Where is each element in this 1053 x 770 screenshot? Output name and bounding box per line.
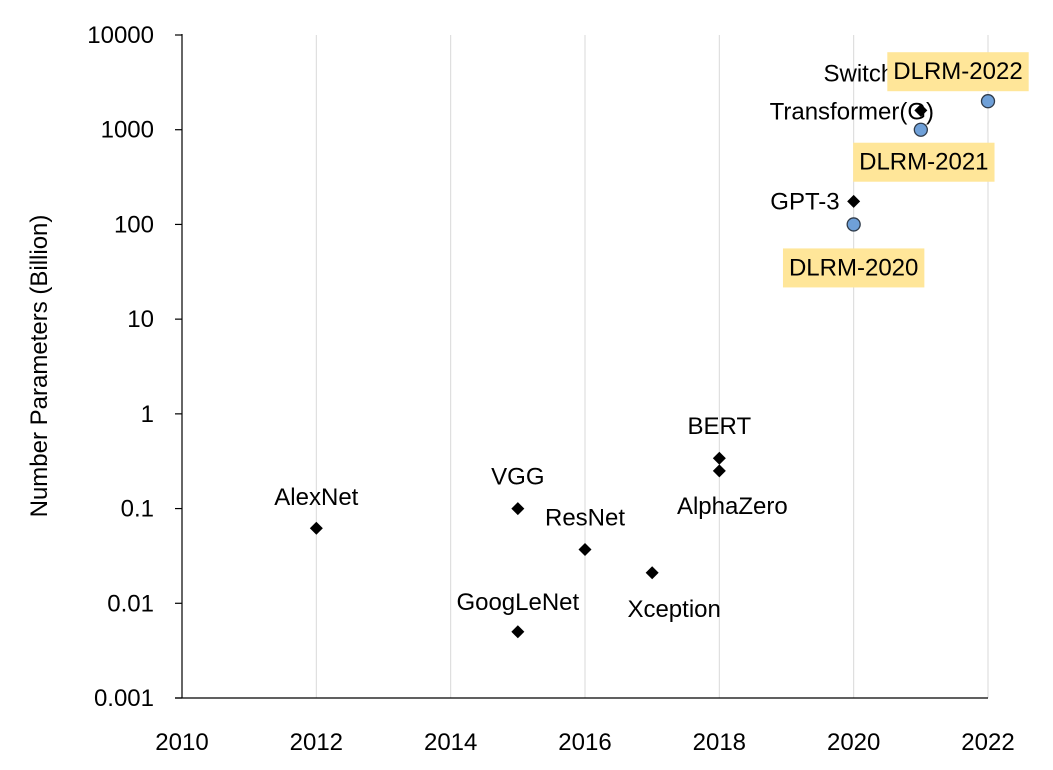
data-label: GPT-3 bbox=[770, 188, 839, 215]
y-axis-title: Number Parameters (Billion) bbox=[26, 215, 53, 518]
x-tick-label: 2016 bbox=[558, 729, 611, 756]
data-label: Transformer(G) bbox=[770, 98, 934, 125]
data-label: ResNet bbox=[545, 504, 625, 531]
x-tick-label: 2022 bbox=[961, 729, 1014, 756]
y-tick-label: 0.1 bbox=[121, 496, 154, 523]
data-point-circle bbox=[846, 217, 861, 232]
y-tick-label: 0.001 bbox=[94, 685, 154, 712]
data-label-highlight bbox=[853, 142, 995, 182]
data-point-circle bbox=[913, 122, 928, 137]
data-points bbox=[309, 94, 996, 639]
y-tick-label: 10 bbox=[127, 306, 154, 333]
data-point-diamond bbox=[511, 625, 525, 639]
data-point-diamond bbox=[309, 521, 323, 535]
data-label: AlexNet bbox=[274, 484, 358, 511]
data-labels: AlexNet VGG GoogLeNet ResNet Xception BERT Alp… bbox=[274, 52, 1029, 623]
x-tick-label: 2020 bbox=[827, 729, 880, 756]
data-label: DLRM-2022 bbox=[893, 58, 1022, 85]
y-tick-label: 1000 bbox=[101, 117, 154, 144]
data-label: Xception bbox=[627, 596, 720, 623]
data-label: AlphaZero bbox=[677, 493, 788, 520]
data-label: GoogLeNet bbox=[456, 589, 579, 616]
y-tick-label: 100 bbox=[114, 211, 154, 238]
data-point-diamond bbox=[712, 451, 726, 465]
data-label: VGG bbox=[491, 464, 544, 491]
y-tick-label: 0.01 bbox=[107, 590, 154, 617]
data-point-diamond bbox=[847, 194, 861, 208]
x-tick-labels: 2010 2012 2014 2016 2018 2020 2022 bbox=[155, 729, 1014, 756]
data-label-highlight bbox=[887, 52, 1029, 92]
y-tick-labels: 10000 1000 100 10 1 0.1 0.01 0.001 bbox=[87, 22, 154, 712]
data-label: DLRM-2020 bbox=[789, 254, 918, 281]
data-label: Switch bbox=[823, 60, 894, 87]
data-point-diamond bbox=[511, 502, 525, 516]
data-point-diamond bbox=[914, 103, 928, 117]
data-point-circle bbox=[980, 94, 996, 109]
x-tick-label: 2014 bbox=[424, 729, 477, 756]
x-tick-label: 2018 bbox=[693, 729, 746, 756]
x-tick-label: 2012 bbox=[290, 729, 343, 756]
data-point-diamond bbox=[712, 464, 726, 478]
data-label: DLRM-2021 bbox=[859, 149, 988, 176]
data-point-diamond bbox=[645, 566, 659, 580]
y-tick-label: 10000 bbox=[87, 22, 154, 49]
data-label-highlight bbox=[782, 248, 925, 288]
data-label: BERT bbox=[688, 413, 752, 440]
x-tick-label: 2010 bbox=[155, 729, 208, 756]
axes bbox=[175, 34, 988, 699]
data-point-diamond bbox=[578, 542, 592, 556]
y-tick-label: 1 bbox=[141, 401, 154, 428]
